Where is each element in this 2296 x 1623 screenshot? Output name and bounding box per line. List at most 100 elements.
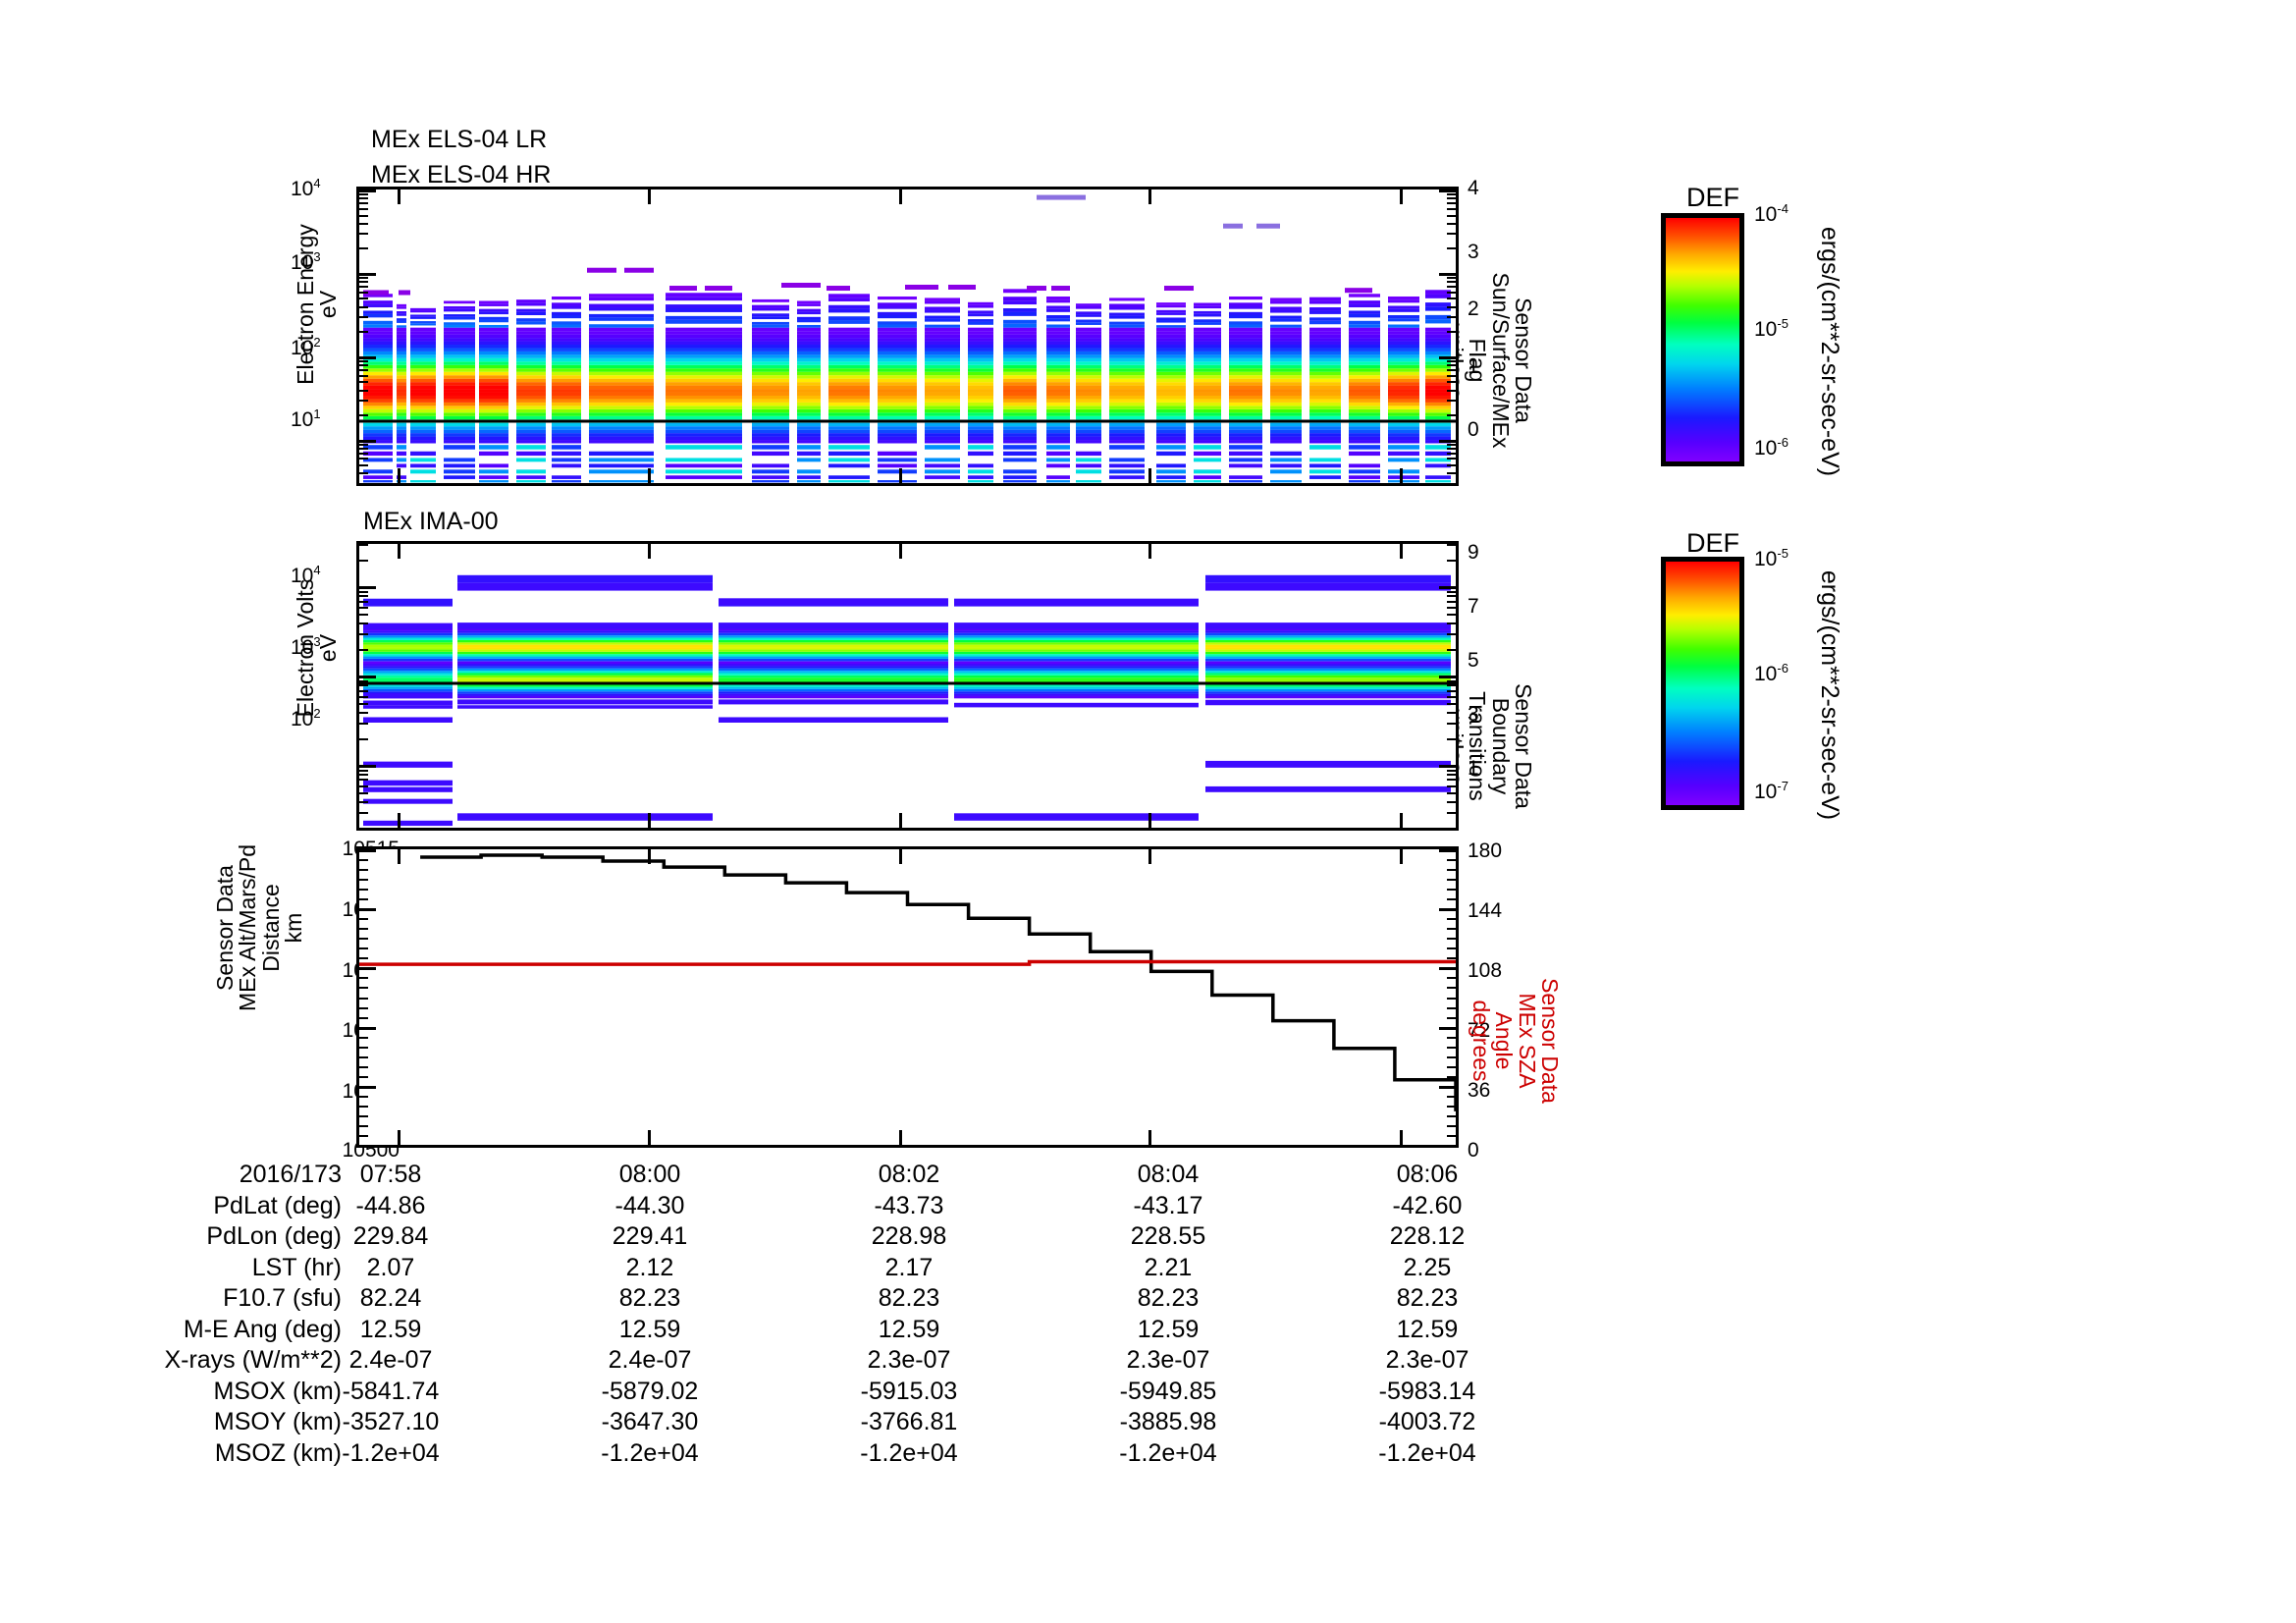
- spectrogram-cell: [1076, 382, 1101, 386]
- spectrogram-cell: [752, 298, 789, 302]
- spectrogram-cell: [397, 408, 406, 413]
- spectrogram-cell: [1349, 480, 1380, 483]
- spectrogram-cell: [925, 463, 960, 468]
- spectrogram-cell: [1388, 315, 1419, 319]
- spectrogram-cell: [878, 392, 917, 396]
- spectrogram-cell: [1309, 327, 1341, 332]
- spectrogram-cell: [363, 310, 393, 314]
- spectrogram-cell: [1194, 402, 1221, 406]
- spectrogram-cell: [1309, 395, 1341, 400]
- axis-tick: [359, 738, 368, 740]
- spectrogram-cell: [828, 308, 870, 313]
- spectrogram-cell: [878, 408, 917, 413]
- spectrogram-cell: [1270, 412, 1302, 416]
- spectrogram-cell: [1156, 325, 1186, 328]
- axis-tick: [1447, 375, 1456, 377]
- spectrogram-cell: [363, 327, 393, 332]
- spectrogram-cell: [363, 402, 393, 406]
- spectrogram-cell: [1003, 334, 1037, 339]
- axis-tick: [359, 774, 368, 776]
- altitude-sza-plot[interactable]: [356, 846, 1459, 1148]
- spectrogram-cell: [878, 399, 917, 403]
- els-rtick-2: 2: [1468, 298, 1479, 320]
- spectrogram-cell: [457, 668, 713, 672]
- spectrogram-cell: [1194, 440, 1221, 444]
- spectrogram-cell: [1309, 307, 1341, 311]
- axis-tick: [359, 828, 368, 830]
- spectrogram-cell: [828, 298, 870, 301]
- axis-tick: [1447, 998, 1456, 1000]
- spectrogram-cell: [363, 639, 453, 643]
- spectrogram-cell: [516, 406, 546, 409]
- spectrogram-cell: [666, 351, 742, 355]
- spectrogram-cell: [752, 408, 789, 413]
- spectrogram-cell: [878, 321, 917, 325]
- axis-tick: [359, 614, 368, 616]
- spectrogram-cell: [1229, 315, 1262, 319]
- spectrogram-cell: [1046, 351, 1070, 355]
- spectrogram-cell: [1046, 463, 1070, 468]
- spectrogram-cell: [1425, 364, 1451, 369]
- spectrogram-cell: [1229, 327, 1262, 332]
- table-cell: 228.55: [1130, 1222, 1206, 1250]
- spectrogram-cell: [719, 647, 948, 650]
- spectrogram-cell: [666, 440, 742, 444]
- spectrogram-cell: [1309, 338, 1341, 342]
- axis-tick: [648, 189, 651, 204]
- spectrogram-cell: [363, 700, 453, 706]
- els-spectrogram-plot[interactable]: [356, 187, 1459, 486]
- spectrogram-cell: [925, 445, 960, 450]
- spectrogram-cell: [1003, 357, 1037, 362]
- spectrogram-cell: [444, 469, 475, 474]
- spectrogram-cell: [397, 399, 406, 403]
- spectrogram-cell: [1349, 378, 1380, 383]
- spectrogram-cell: [828, 320, 870, 324]
- spectrogram-cell: [925, 354, 960, 358]
- spectrogram-cell: [589, 469, 654, 474]
- axis-tick: [1148, 468, 1151, 483]
- spectrogram-cell: [719, 654, 948, 657]
- els-ytick-10e4: 104: [291, 176, 321, 200]
- spectrogram-cell: [1156, 302, 1186, 305]
- axis-tick: [1447, 202, 1456, 204]
- spectrogram-cell: [925, 406, 960, 409]
- spectrogram-cell: [410, 408, 436, 413]
- spectrogram-cell: [925, 315, 960, 319]
- spectrogram-cell: [589, 429, 654, 434]
- spectrogram-cell: [1229, 331, 1262, 335]
- spectrogram-cell: [397, 348, 406, 352]
- spectrogram-cell: [410, 451, 436, 457]
- spectrogram-cell: [1205, 691, 1451, 694]
- spectrogram-cell: [516, 451, 546, 457]
- spectrogram-cell: [444, 300, 475, 304]
- spectrogram-cell: [1388, 408, 1419, 413]
- spectrogram-cell: [1003, 300, 1037, 305]
- spectrogram-cell: [457, 661, 713, 665]
- spectrogram-cell: [1309, 310, 1341, 314]
- spectrogram-cell: [479, 399, 508, 403]
- spectrogram-cell: [1109, 371, 1145, 376]
- spectrogram-cell: [1425, 354, 1451, 358]
- table-cell: 82.23: [1137, 1284, 1200, 1312]
- spectrogram-cell: [552, 445, 581, 450]
- spectrogram-cell: [552, 364, 581, 369]
- sza-rtick-36: 36: [1468, 1079, 1491, 1102]
- spectrogram-cell: [410, 338, 436, 342]
- spectrogram-cell: [797, 412, 821, 416]
- spectrogram-cell: [925, 318, 960, 322]
- spectrogram-cell: [968, 433, 993, 437]
- spectrogram-cell: [968, 399, 993, 403]
- spectrogram-cell: [410, 341, 436, 346]
- spectrogram-cell: [925, 338, 960, 342]
- spectrogram-cell: [552, 315, 581, 319]
- spectrogram-cell: [589, 297, 654, 301]
- spectrogram-cell: [925, 429, 960, 434]
- ima-spectrogram-plot[interactable]: [356, 541, 1459, 831]
- spectrogram-cell: [1156, 327, 1186, 332]
- spectrogram-cell: [444, 458, 475, 462]
- spectrogram-cell: [878, 334, 917, 339]
- table-cell: 08:04: [1137, 1161, 1200, 1188]
- spectrogram-cell: [516, 382, 546, 386]
- axis-tick: [359, 390, 368, 392]
- spectrogram-cell: [1046, 392, 1070, 396]
